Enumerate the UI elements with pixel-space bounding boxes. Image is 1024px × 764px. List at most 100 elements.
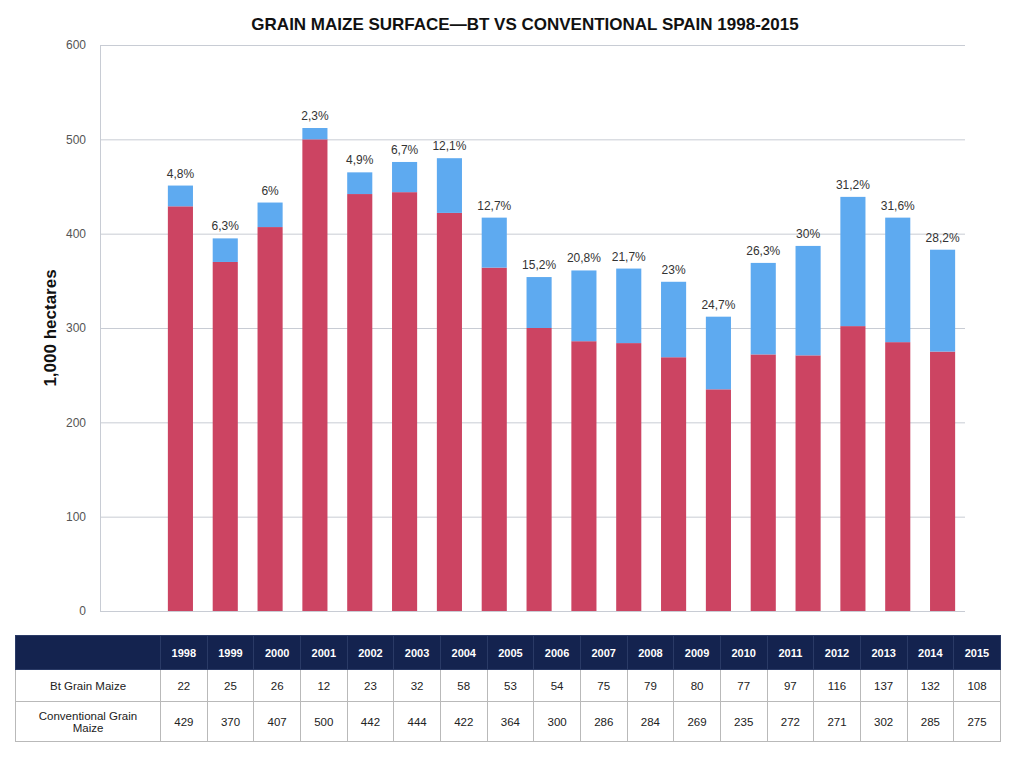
share-annotation: 24,7%	[701, 298, 735, 312]
table-value: 79	[627, 670, 674, 702]
year-header: 2009	[674, 636, 721, 670]
table-value: 137	[860, 670, 907, 702]
table-value: 53	[487, 670, 534, 702]
bar-segment	[616, 269, 641, 344]
bar-segment	[527, 277, 552, 328]
table-value: 429	[161, 702, 208, 742]
table-value: 75	[580, 670, 627, 702]
table-value: 77	[720, 670, 767, 702]
table-value: 12	[300, 670, 347, 702]
table-value: 116	[814, 670, 861, 702]
year-header: 2011	[767, 636, 814, 670]
bar-segment	[482, 218, 507, 268]
bar-segment	[213, 238, 238, 262]
table-row: Conventional Grain Maize4293704075004424…	[16, 702, 1001, 742]
bar-segment	[616, 343, 641, 611]
share-annotation: 6%	[261, 184, 279, 198]
y-tick-label: 300	[66, 321, 86, 335]
share-annotation: 15,2%	[522, 258, 556, 272]
bar-segment	[930, 352, 955, 611]
share-annotation: 23%	[662, 263, 686, 277]
bar-segment	[168, 186, 193, 207]
bar-segment	[258, 227, 283, 611]
bar-segment	[885, 342, 910, 611]
table-value: 444	[394, 702, 441, 742]
y-tick-label: 400	[66, 227, 86, 241]
share-annotation: 20,8%	[567, 251, 601, 265]
year-header: 2014	[907, 636, 954, 670]
table-value: 500	[300, 702, 347, 742]
year-header: 2003	[394, 636, 441, 670]
grid-line	[100, 45, 965, 46]
y-tick-label: 0	[79, 604, 86, 618]
table-value: 23	[347, 670, 394, 702]
table-value: 54	[534, 670, 581, 702]
year-header: 2004	[440, 636, 487, 670]
table-value: 58	[440, 670, 487, 702]
year-header: 2015	[954, 636, 1001, 670]
grid-line	[100, 139, 965, 140]
year-header: 1998	[161, 636, 208, 670]
bars	[168, 128, 955, 611]
share-annotation: 30%	[796, 227, 820, 241]
year-header: 2010	[720, 636, 767, 670]
table-value: 302	[860, 702, 907, 742]
bar-segment	[930, 250, 955, 352]
y-axis-title: 1,000 hectares	[41, 269, 60, 386]
y-tick: 100	[66, 510, 965, 524]
bar-segment	[213, 262, 238, 611]
table-value: 80	[674, 670, 721, 702]
share-annotation: 4,9%	[346, 153, 374, 167]
bar-segment	[796, 355, 821, 611]
share-annotation: 21,7%	[612, 250, 646, 264]
y-tick-label: 500	[66, 133, 86, 147]
share-annotation: 31,6%	[881, 199, 915, 213]
year-header: 2001	[300, 636, 347, 670]
bar-segment	[571, 270, 596, 341]
table-value: 22	[161, 670, 208, 702]
table-value: 132	[907, 670, 954, 702]
bar-segment	[347, 194, 372, 611]
bar-segment	[840, 197, 865, 326]
table-value: 26	[254, 670, 301, 702]
chart-title: GRAIN MAIZE SURFACE—BT VS CONVENTIONAL S…	[251, 15, 798, 34]
table-value: 271	[814, 702, 861, 742]
bar-segment	[437, 213, 462, 611]
header-blank	[16, 636, 161, 670]
bar-segment	[258, 203, 283, 228]
y-tick: 300	[66, 321, 965, 335]
year-header: 2008	[627, 636, 674, 670]
y-tick: 500	[66, 133, 965, 147]
table-value: 285	[907, 702, 954, 742]
year-header: 2002	[347, 636, 394, 670]
table-value: 407	[254, 702, 301, 742]
table-value: 275	[954, 702, 1001, 742]
bar-segment	[168, 206, 193, 611]
year-header: 2000	[254, 636, 301, 670]
year-header: 2013	[860, 636, 907, 670]
bar-segment	[527, 328, 552, 611]
table-value: 284	[627, 702, 674, 742]
share-annotation: 2,3%	[301, 109, 329, 123]
table-value: 25	[207, 670, 254, 702]
table-value: 235	[720, 702, 767, 742]
bar-segment	[392, 162, 417, 192]
year-header: 2006	[534, 636, 581, 670]
share-annotation: 6,3%	[212, 219, 240, 233]
share-annotation: 26,3%	[746, 244, 780, 258]
bar-segment	[392, 192, 417, 611]
y-tick: 0	[79, 604, 965, 618]
year-header: 2005	[487, 636, 534, 670]
year-header: 2012	[814, 636, 861, 670]
table-value: 32	[394, 670, 441, 702]
table-value: 300	[534, 702, 581, 742]
y-tick: 400	[66, 227, 965, 241]
share-annotation: 6,7%	[391, 143, 419, 157]
bar-segment	[482, 268, 507, 611]
table-row: Bt Grain Maize22252612233258535475798077…	[16, 670, 1001, 702]
share-annotation: 28,2%	[926, 231, 960, 245]
bar-segment	[571, 341, 596, 611]
bar-segment	[706, 317, 731, 390]
y-tick-label: 600	[66, 38, 86, 52]
share-annotation: 12,1%	[432, 139, 466, 153]
